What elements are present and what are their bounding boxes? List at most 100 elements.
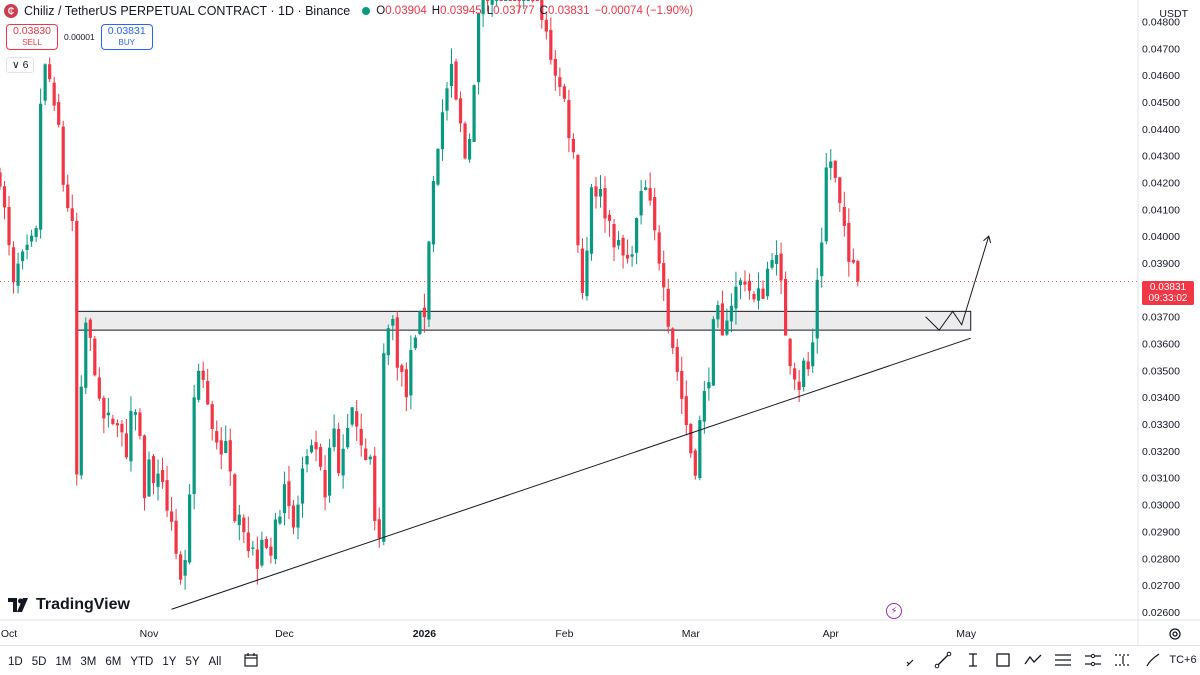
calendar-range-icon[interactable] [244, 653, 260, 670]
candle-body [612, 224, 616, 248]
candle-body [409, 349, 413, 396]
symbol-title[interactable]: Chiliz / TetherUS PERPETUAL CONTRACT · 1… [24, 4, 351, 18]
candle-body [79, 386, 83, 476]
candle-body [192, 397, 196, 495]
candle-body [305, 455, 309, 465]
candle-body [70, 208, 74, 222]
more-tools-label[interactable]: TC+6 [1169, 654, 1197, 666]
last-price-badge: 0.03831 09:33:02 [1142, 281, 1194, 305]
candle-body [391, 318, 395, 326]
support-zone [76, 310, 972, 331]
candle-body [603, 188, 607, 219]
candle-body [323, 469, 327, 498]
candle-body [260, 539, 264, 566]
candle-body [580, 248, 585, 293]
time-tick-label: Oct [1, 628, 17, 640]
candle-body [571, 138, 576, 153]
candle-body [811, 342, 815, 367]
tradingview-logo[interactable]: TradingView [8, 596, 130, 614]
candle-body [445, 88, 449, 111]
candle-body [467, 138, 472, 160]
candle-body [368, 456, 372, 460]
candle-body [251, 547, 255, 549]
price-tick-label: 0.03700 [1142, 312, 1180, 324]
candle-body [395, 317, 399, 368]
candle-body [625, 254, 630, 259]
candle-body [151, 456, 156, 484]
indicators-toggle[interactable]: ∨ 6 [6, 57, 35, 73]
candle-body [716, 305, 720, 320]
price-tick-label: 0.03600 [1142, 339, 1180, 351]
candle-body [824, 167, 828, 242]
currency-label[interactable]: USDT [1159, 8, 1188, 20]
period-6m[interactable]: 6M [105, 655, 122, 668]
gear-icon[interactable] [1168, 627, 1182, 646]
text-cursor-icon[interactable] [960, 649, 986, 671]
price-tick-label: 0.04600 [1142, 70, 1180, 82]
candle-body [526, 0, 530, 1]
candle-body [738, 280, 743, 285]
parallel-channel-icon[interactable] [1080, 649, 1106, 671]
candle-body [133, 412, 138, 415]
price-tick-label: 0.03300 [1142, 419, 1180, 431]
path-icon[interactable] [1020, 649, 1046, 671]
candle-body [842, 207, 846, 226]
trend-line-icon[interactable] [930, 649, 956, 671]
period-ytd[interactable]: YTD [130, 655, 154, 668]
candle-body [508, 0, 512, 1]
period-3m[interactable]: 3M [80, 655, 97, 668]
chiliz-coin-icon: ₵ [4, 4, 18, 18]
candle-body [657, 232, 661, 264]
candle-body [463, 123, 467, 159]
candle-body [400, 365, 404, 372]
candle-body [838, 177, 842, 204]
brush-icon[interactable] [1140, 649, 1166, 671]
candle-body [779, 253, 783, 281]
candle-body [761, 288, 765, 299]
candle-body [201, 370, 205, 380]
period-5y[interactable]: 5Y [185, 655, 200, 668]
period-1d[interactable]: 1D [8, 655, 23, 668]
lightning-icon[interactable]: ⚡ [886, 603, 902, 619]
buy-button[interactable]: 0.03831 BUY [100, 24, 153, 50]
candle-body [639, 191, 643, 216]
candle-body [522, 0, 526, 1]
candle-body [449, 63, 454, 87]
candle-body [346, 427, 350, 448]
magnet-icon[interactable] [900, 649, 926, 671]
candle-body [43, 64, 47, 101]
candle-body [264, 538, 268, 548]
period-1m[interactable]: 1M [55, 655, 72, 668]
candle-body [621, 237, 625, 256]
price-tick-label: 0.02700 [1142, 580, 1180, 592]
candle-body [833, 160, 837, 178]
price-tick-label: 0.03900 [1142, 258, 1180, 270]
candle-body [558, 77, 562, 87]
price-tick-label: 0.02800 [1142, 553, 1180, 565]
sell-button[interactable]: 0.03830 SELL [6, 24, 58, 50]
price-tick-label: 0.04500 [1142, 97, 1180, 109]
candle-body [179, 554, 183, 580]
period-1y[interactable]: 1Y [162, 655, 177, 668]
candle-body [490, 0, 494, 5]
candle-body [373, 455, 377, 521]
candle-body [273, 519, 278, 560]
candle-body [169, 511, 174, 522]
price-tick-label: 0.03000 [1142, 500, 1180, 512]
candle-body [300, 468, 305, 504]
candle-body [142, 435, 147, 499]
candle-body [616, 239, 621, 246]
candle-body [531, 0, 535, 1]
candle-body [774, 254, 779, 264]
candle-body [2, 186, 7, 208]
rectangle-icon[interactable] [990, 649, 1016, 671]
candle-body [675, 346, 679, 373]
fib-retracement-icon[interactable] [1050, 649, 1076, 671]
candle-body [513, 0, 517, 1]
candle-body [806, 361, 810, 370]
period-5d[interactable]: 5D [31, 655, 47, 668]
price-range-icon[interactable] [1110, 649, 1136, 671]
candle-body [124, 433, 129, 458]
period-all[interactable]: All [208, 655, 222, 668]
